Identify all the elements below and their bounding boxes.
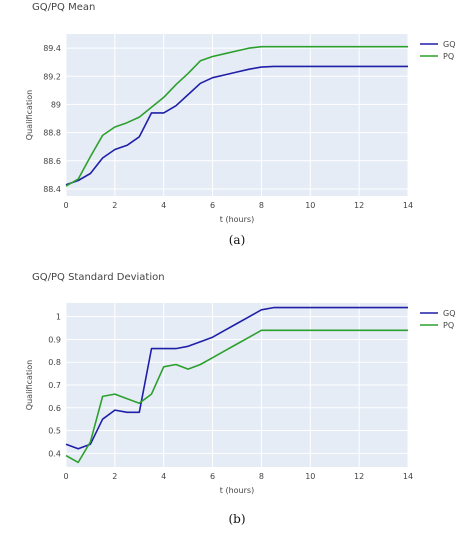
chart-std-dev: GQ/PQ Standard Deviation 0 2 4 6 8 10 12 14 0.4 0.… bbox=[25, 272, 456, 526]
x-tick-label: 6 bbox=[210, 201, 215, 210]
x-tick-label: 2 bbox=[112, 201, 117, 210]
x-axis-label: t (hours) bbox=[220, 486, 254, 495]
series-line-pq bbox=[65, 329, 408, 464]
y-tick-label: 1 bbox=[56, 313, 61, 322]
figure-caption: (b) bbox=[228, 512, 245, 526]
x-tick-label: 14 bbox=[403, 201, 413, 210]
x-tick-label: 10 bbox=[305, 472, 315, 481]
legend-label-gq: GQ bbox=[443, 40, 456, 49]
series-line-gq bbox=[65, 306, 408, 450]
y-tick-label: 0.7 bbox=[48, 381, 61, 390]
y-tick-label: 0.6 bbox=[48, 404, 61, 413]
chart-title: GQ/PQ Standard Deviation bbox=[32, 272, 165, 283]
y-tick-label: 88.6 bbox=[43, 157, 61, 166]
plot-background bbox=[66, 34, 408, 196]
x-tick-label: 14 bbox=[403, 472, 413, 481]
figure-caption: (a) bbox=[229, 233, 246, 247]
y-axis-label: Qualification bbox=[25, 90, 34, 140]
legend-label-pq: PQ bbox=[443, 321, 454, 330]
x-tick-label: 12 bbox=[354, 472, 364, 481]
x-tick-label: 4 bbox=[161, 472, 166, 481]
y-tick-label: 88.8 bbox=[43, 129, 61, 138]
y-tick-label: 0.5 bbox=[48, 427, 61, 436]
series-line-gq bbox=[65, 65, 408, 186]
x-tick-label: 12 bbox=[354, 201, 364, 210]
x-tick-label: 0 bbox=[63, 472, 68, 481]
y-tick-label: 89.4 bbox=[43, 44, 61, 53]
x-tick-label: 0 bbox=[63, 201, 68, 210]
legend-label-gq: GQ bbox=[443, 309, 456, 318]
y-tick-label: 88.4 bbox=[43, 185, 61, 194]
x-tick-label: 4 bbox=[161, 201, 166, 210]
x-tick-label: 8 bbox=[259, 201, 264, 210]
x-tick-label: 10 bbox=[305, 201, 315, 210]
legend-label-pq: PQ bbox=[443, 52, 454, 61]
y-tick-label: 0.8 bbox=[48, 358, 61, 367]
y-axis-label: Qualification bbox=[25, 360, 34, 410]
y-tick-label: 89 bbox=[51, 100, 61, 109]
y-tick-label: 0.4 bbox=[48, 449, 61, 458]
x-tick-label: 6 bbox=[210, 472, 215, 481]
series-line-pq bbox=[65, 45, 408, 187]
x-tick-label: 2 bbox=[112, 472, 117, 481]
chart-mean: GQ/PQ Mean 0 2 4 6 8 10 12 14 88.4 88.6 88.8 89 89.2 8… bbox=[25, 2, 456, 247]
y-tick-label: 0.9 bbox=[48, 335, 61, 344]
chart-title: GQ/PQ Mean bbox=[32, 2, 95, 13]
x-axis-label: t (hours) bbox=[220, 215, 254, 224]
x-tick-label: 8 bbox=[259, 472, 264, 481]
y-tick-label: 89.2 bbox=[43, 72, 61, 81]
